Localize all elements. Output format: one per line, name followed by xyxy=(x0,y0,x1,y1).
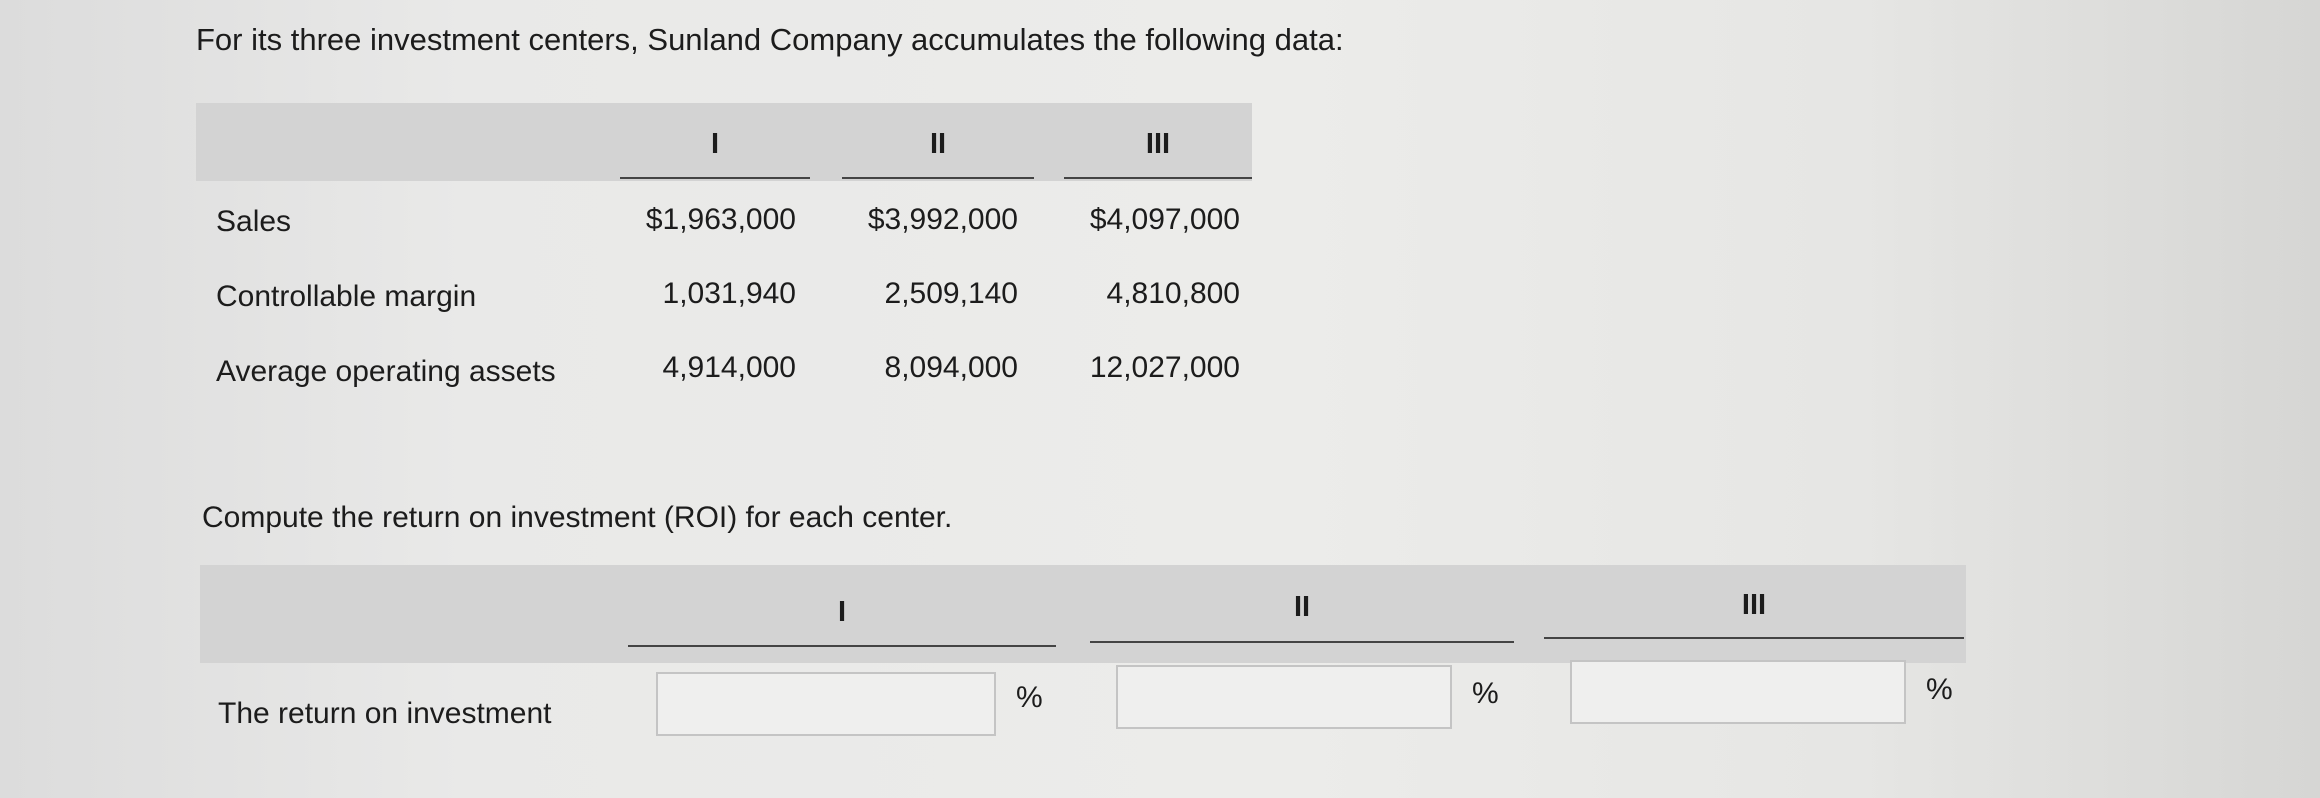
roi-input-center-1[interactable] xyxy=(656,672,996,736)
answer-row-label: The return on investment xyxy=(218,697,552,730)
cell-assets-3: 12,027,000 xyxy=(1089,351,1240,384)
data-col-header-3: III xyxy=(1145,128,1171,160)
answer-col-rule-2 xyxy=(1090,641,1514,643)
cell-assets-1: 4,914,000 xyxy=(662,351,796,384)
cell-sales-3: $4,097,000 xyxy=(1089,203,1240,236)
cell-sales-1: $1,963,000 xyxy=(645,203,796,236)
intro-text: For its three investment centers, Sunlan… xyxy=(196,22,1344,57)
data-col-rule-3 xyxy=(1064,177,1252,179)
row-label-average-operating-assets: Average operating assets xyxy=(216,355,556,388)
answer-col-rule-3 xyxy=(1544,637,1964,639)
answer-col-header-1: I xyxy=(837,596,847,628)
cell-margin-2: 2,509,140 xyxy=(884,277,1018,310)
data-col-header-2: II xyxy=(929,128,947,160)
roi-input-center-2[interactable] xyxy=(1116,665,1452,729)
row-label-sales: Sales xyxy=(216,205,292,238)
answer-col-rule-1 xyxy=(628,645,1056,647)
roi-input-center-3[interactable] xyxy=(1570,660,1906,724)
percent-sign-3: % xyxy=(1926,673,1953,706)
cell-margin-3: 4,810,800 xyxy=(1106,277,1240,310)
cell-assets-2: 8,094,000 xyxy=(884,351,1018,384)
data-col-header-1: I xyxy=(710,128,720,160)
cell-sales-2: $3,992,000 xyxy=(867,203,1018,236)
data-table-header xyxy=(196,103,1252,181)
data-col-rule-1 xyxy=(620,177,810,179)
answer-table-header xyxy=(200,565,1966,663)
percent-sign-2: % xyxy=(1472,677,1499,710)
answer-col-header-2: II xyxy=(1293,591,1311,623)
percent-sign-1: % xyxy=(1016,681,1043,714)
row-label-controllable-margin: Controllable margin xyxy=(216,280,477,313)
answer-col-header-3: III xyxy=(1741,589,1767,621)
cell-margin-1: 1,031,940 xyxy=(662,277,796,310)
question-text: Compute the return on investment (ROI) f… xyxy=(202,501,953,534)
data-col-rule-2 xyxy=(842,177,1034,179)
